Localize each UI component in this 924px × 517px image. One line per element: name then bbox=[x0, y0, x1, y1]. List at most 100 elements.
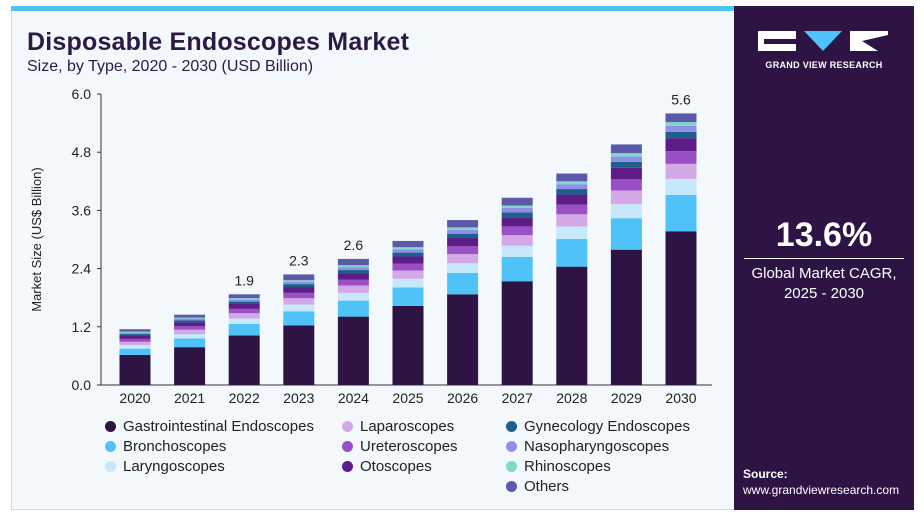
bar-segment-gynecology-endoscopes bbox=[501, 212, 533, 218]
bar-segment-others bbox=[556, 173, 588, 182]
bar-segment-otoscopes bbox=[447, 238, 479, 247]
bar-segment-bronchoscopes bbox=[556, 239, 588, 267]
bar-segment-laparoscopes bbox=[283, 298, 315, 305]
legend-item: Gynecology Endoscopes bbox=[506, 418, 690, 435]
legend-label: Otoscopes bbox=[360, 458, 432, 475]
bar-segment-rhinoscopes bbox=[501, 205, 533, 208]
bar-segment-bronchoscopes bbox=[501, 256, 533, 282]
legend-swatch bbox=[342, 461, 353, 472]
bar-segment-bronchoscopes bbox=[119, 348, 151, 355]
x-tick-label: 2029 bbox=[611, 390, 642, 406]
legend-item: Laparoscopes bbox=[342, 418, 454, 435]
bar-segment-others bbox=[337, 258, 369, 266]
bar-segment-laryngoscopes bbox=[228, 318, 260, 324]
legend-swatch bbox=[506, 441, 517, 452]
chart-title: Disposable Endoscopes Market bbox=[27, 28, 410, 56]
bar-segment-bronchoscopes bbox=[610, 218, 642, 250]
bar-segment-nasopharyngoscopes bbox=[119, 332, 151, 335]
bar-segment-laparoscopes bbox=[119, 341, 151, 346]
bar-segment-gynecology-endoscopes bbox=[392, 252, 424, 257]
bar-segment-laparoscopes bbox=[447, 254, 479, 264]
bar-segment-otoscopes bbox=[665, 138, 697, 152]
bar-segment-otoscopes bbox=[283, 287, 315, 293]
legend-swatch bbox=[105, 461, 116, 472]
bar-segment-laryngoscopes bbox=[447, 263, 479, 273]
bar-segment-laparoscopes bbox=[501, 235, 533, 246]
bar-segment-others bbox=[665, 113, 697, 123]
bar-segment-ureteroscopes bbox=[174, 326, 206, 330]
bar-segment-ureteroscopes bbox=[283, 292, 315, 299]
legend-swatch bbox=[506, 461, 517, 472]
cagr-divider bbox=[744, 258, 904, 259]
legend-swatch bbox=[105, 421, 116, 432]
bar-segment-others bbox=[228, 294, 260, 299]
bar-segment-laryngoscopes bbox=[174, 334, 206, 339]
bar-segment-gynecology-endoscopes bbox=[556, 189, 588, 195]
source-label: Source: bbox=[743, 467, 788, 481]
legend-swatch bbox=[105, 441, 116, 452]
x-tick-label: 2024 bbox=[338, 390, 369, 406]
bar-segment-bronchoscopes bbox=[337, 300, 369, 317]
bar-segment-rhinoscopes bbox=[556, 181, 588, 185]
bar-segment-otoscopes bbox=[392, 256, 424, 264]
bar-segment-gastrointestinal-endoscopes bbox=[556, 266, 588, 385]
x-tick-label: 2022 bbox=[229, 390, 260, 406]
bar-segment-nasopharyngoscopes bbox=[665, 126, 697, 132]
bar-segment-gynecology-endoscopes bbox=[174, 320, 206, 323]
source-url: www.grandviewresearch.com bbox=[743, 483, 900, 497]
bar-segment-bronchoscopes bbox=[228, 323, 260, 336]
bar-segment-gastrointestinal-endoscopes bbox=[665, 231, 697, 385]
legend-item: Others bbox=[506, 478, 569, 495]
bar-segment-rhinoscopes bbox=[337, 265, 369, 268]
bar-segment-nasopharyngoscopes bbox=[337, 267, 369, 271]
legend-swatch bbox=[342, 421, 353, 432]
bar-segment-nasopharyngoscopes bbox=[501, 207, 533, 213]
bar-segment-bronchoscopes bbox=[174, 338, 206, 348]
bar-segment-bronchoscopes bbox=[447, 272, 479, 295]
bar-segment-rhinoscopes bbox=[392, 247, 424, 250]
x-tick-label: 2026 bbox=[447, 390, 478, 406]
x-tick-label: 2030 bbox=[665, 390, 696, 406]
bar-segment-ureteroscopes bbox=[447, 246, 479, 255]
bar-segment-laryngoscopes bbox=[556, 226, 588, 240]
bar-segment-nasopharyngoscopes bbox=[556, 184, 588, 190]
bar-segment-others bbox=[501, 197, 533, 206]
bar-segment-otoscopes bbox=[501, 217, 533, 227]
bar-segment-laparoscopes bbox=[174, 329, 206, 335]
y-tick-label: 3.6 bbox=[72, 202, 92, 218]
x-tick-label: 2023 bbox=[283, 390, 314, 406]
bar-segment-bronchoscopes bbox=[392, 287, 424, 306]
bar-segment-gynecology-endoscopes bbox=[610, 161, 642, 168]
legend-label: Ureteroscopes bbox=[360, 438, 458, 455]
legend-item: Otoscopes bbox=[342, 458, 432, 475]
bar-segment-otoscopes bbox=[174, 322, 206, 327]
legend-swatch bbox=[506, 421, 517, 432]
legend-swatch bbox=[342, 441, 353, 452]
legend-item: Gastrointestinal Endoscopes bbox=[105, 418, 314, 435]
bar-segment-bronchoscopes bbox=[665, 194, 697, 232]
bar-segment-ureteroscopes bbox=[501, 226, 533, 236]
bar-segment-gastrointestinal-endoscopes bbox=[228, 335, 260, 385]
bar-segment-nasopharyngoscopes bbox=[174, 318, 206, 321]
bar-segment-gastrointestinal-endoscopes bbox=[174, 347, 206, 385]
bar-segment-gastrointestinal-endoscopes bbox=[337, 316, 369, 385]
bar-segment-otoscopes bbox=[228, 304, 260, 309]
cagr-label-line2: 2025 - 2030 bbox=[783, 285, 865, 302]
bar-segment-rhinoscopes bbox=[119, 331, 151, 333]
bar-segment-ureteroscopes bbox=[337, 279, 369, 286]
cagr-label-line1: Global Market CAGR, bbox=[751, 265, 897, 282]
chart-subtitle: Size, by Type, 2020 - 2030 (USD Billion) bbox=[27, 58, 314, 75]
bar-segment-gastrointestinal-endoscopes bbox=[610, 249, 642, 385]
bar-segment-ureteroscopes bbox=[556, 204, 588, 215]
bar-segment-laparoscopes bbox=[556, 214, 588, 227]
bar-segment-gynecology-endoscopes bbox=[228, 301, 260, 305]
bar-segment-gastrointestinal-endoscopes bbox=[392, 305, 424, 385]
bar-segment-rhinoscopes bbox=[447, 227, 479, 230]
bar-segment-gynecology-endoscopes bbox=[337, 270, 369, 274]
bar-segment-gastrointestinal-endoscopes bbox=[501, 281, 533, 385]
stacked-bar-chart: 0.0 1.2 2.4 3.6 4.8 6.0 Market Size (US$ Billi… bbox=[29, 86, 712, 406]
bar-segment-nasopharyngoscopes bbox=[610, 156, 642, 162]
legend-label: Gynecology Endoscopes bbox=[524, 418, 690, 435]
bar-segment-laryngoscopes bbox=[337, 292, 369, 301]
cagr-value: 13.6% bbox=[775, 216, 873, 254]
